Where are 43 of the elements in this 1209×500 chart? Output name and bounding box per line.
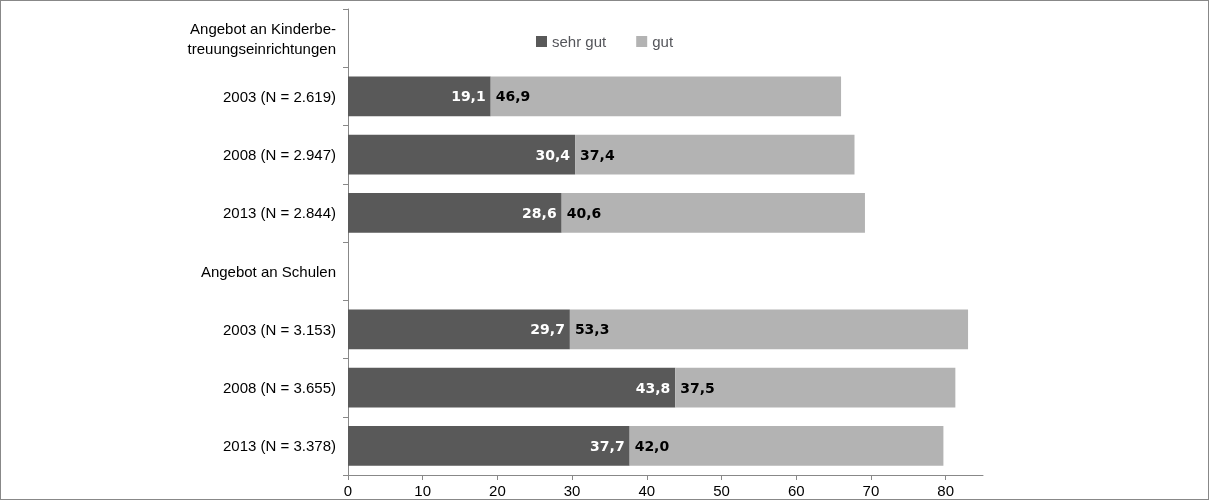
x-tick-label: 80 <box>937 482 954 499</box>
y-tick-label: 2003 (N = 2.619) <box>223 87 336 105</box>
y-tick-label: 2003 (N = 3.153) <box>223 320 336 338</box>
y-tick-label: 2013 (N = 2.844) <box>223 204 336 222</box>
bar <box>348 367 676 408</box>
data-label: 19,1 <box>451 88 486 105</box>
bar <box>675 367 956 408</box>
y-tick-label: 2008 (N = 3.655) <box>223 379 336 397</box>
y-tick-label: 2013 (N = 3.378) <box>223 437 336 455</box>
data-label: 29,7 <box>530 321 565 338</box>
x-tick-label: 30 <box>563 482 581 499</box>
bar <box>569 309 969 350</box>
legend-label: gut <box>652 33 674 50</box>
x-tick-label: 40 <box>638 482 656 499</box>
bar <box>348 134 576 175</box>
bar <box>561 193 865 233</box>
bar <box>348 76 491 117</box>
x-tick-label: 0 <box>343 482 353 499</box>
data-label: 30,4 <box>535 146 571 163</box>
x-tick-label: 10 <box>414 482 432 499</box>
y-tick-label: Angebot an Schulen <box>200 262 336 280</box>
legend-label: sehr gut <box>552 33 608 50</box>
data-label: 28,6 <box>522 204 557 221</box>
y-tick-label: Angebot an Kinderbe- treuungseinrichtungen <box>187 19 336 57</box>
bar <box>348 426 630 466</box>
bar <box>348 309 570 350</box>
data-label: 46,9 <box>495 88 531 105</box>
x-tick-label: 50 <box>713 482 730 499</box>
data-label: 37,4 <box>580 146 615 163</box>
data-label: 42,0 <box>634 437 670 454</box>
data-label: 40,6 <box>566 204 602 221</box>
x-tick-label: 60 <box>787 482 805 499</box>
x-tick-label: 70 <box>862 482 880 499</box>
bar <box>629 426 944 466</box>
data-label: 43,8 <box>635 379 671 396</box>
bar <box>490 76 842 117</box>
data-label: 53,3 <box>574 321 610 338</box>
bar <box>348 193 562 233</box>
y-tick-label: 2008 (N = 2.947) <box>223 146 336 164</box>
x-tick-label: 20 <box>489 482 506 499</box>
data-label: 37,7 <box>590 437 625 454</box>
data-label: 37,5 <box>680 379 715 396</box>
bar <box>575 134 855 175</box>
